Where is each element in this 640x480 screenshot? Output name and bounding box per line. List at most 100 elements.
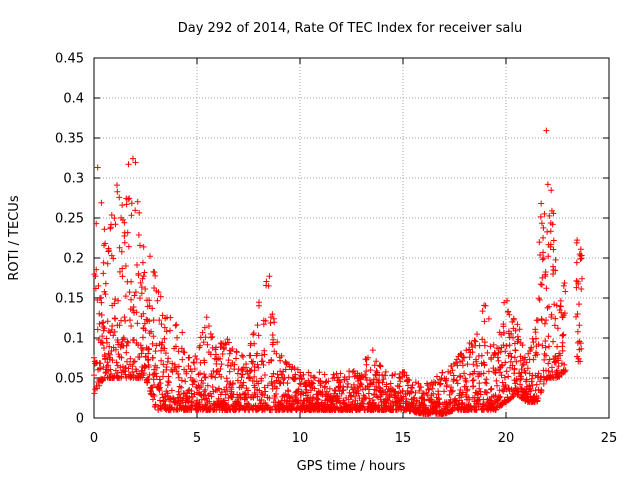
data-point [538, 281, 545, 288]
data-point [122, 293, 129, 300]
data-point [510, 334, 517, 341]
data-point [188, 388, 195, 395]
data-point [176, 383, 183, 390]
data-point [131, 292, 138, 299]
data-point [361, 394, 368, 401]
data-point [512, 347, 519, 354]
data-point [125, 161, 132, 168]
data-point [105, 328, 112, 335]
data-point [541, 320, 548, 327]
data-point [119, 202, 126, 209]
data-point [109, 357, 116, 364]
data-point [466, 396, 473, 403]
data-point [485, 368, 492, 375]
x-tick-label: 20 [498, 431, 515, 446]
data-point [365, 354, 372, 361]
data-point [529, 382, 536, 389]
data-point [98, 339, 105, 346]
data-point [268, 356, 275, 363]
data-point [110, 255, 117, 262]
data-point [106, 343, 113, 350]
data-point [557, 352, 564, 359]
data-point [295, 386, 302, 393]
data-point [446, 391, 453, 398]
data-point [396, 383, 403, 390]
data-point [175, 374, 182, 381]
data-point [114, 188, 121, 195]
data-point [299, 375, 306, 382]
data-point [263, 278, 270, 285]
data-point [157, 293, 164, 300]
data-point [551, 322, 558, 329]
data-point [175, 363, 182, 370]
data-point [94, 164, 101, 171]
data-point [369, 347, 376, 354]
data-point [143, 316, 150, 323]
data-point [560, 282, 567, 289]
data-point [548, 311, 555, 318]
data-point [119, 273, 126, 280]
data-point [251, 367, 258, 374]
data-point [136, 209, 143, 216]
data-point [470, 376, 477, 383]
data-point [552, 256, 559, 263]
data-point [469, 349, 476, 356]
data-point [173, 321, 180, 328]
data-point [218, 361, 225, 368]
data-point [511, 365, 518, 372]
x-tick-label: 0 [90, 431, 98, 446]
data-point [190, 359, 197, 366]
data-point [200, 380, 207, 387]
data-point [574, 310, 581, 317]
data-point [435, 396, 442, 403]
data-point [535, 370, 542, 377]
data-point [131, 358, 138, 365]
data-point [93, 359, 100, 366]
data-point [157, 380, 164, 387]
data-point [537, 213, 544, 220]
data-point [340, 386, 347, 393]
data-point [141, 320, 148, 327]
data-point [127, 355, 134, 362]
data-point [98, 299, 105, 306]
data-point [358, 381, 365, 388]
data-point [276, 380, 283, 387]
data-point [373, 358, 380, 365]
data-point [260, 362, 267, 369]
data-point [217, 365, 224, 372]
data-point [559, 332, 566, 339]
data-point [356, 375, 363, 382]
data-point [284, 380, 291, 387]
data-point [202, 374, 209, 381]
data-point [256, 302, 263, 309]
data-point [247, 368, 254, 375]
data-point [535, 341, 542, 348]
data-point [197, 391, 204, 398]
data-point [109, 322, 116, 329]
data-point [245, 391, 252, 398]
data-point [555, 363, 562, 370]
data-point [454, 380, 461, 387]
data-point [239, 382, 246, 389]
data-point [125, 196, 132, 203]
data-point [269, 311, 276, 318]
data-point [151, 392, 158, 399]
data-point [501, 374, 508, 381]
data-point [415, 380, 422, 387]
data-point [134, 198, 141, 205]
data-point [202, 386, 209, 393]
data-point [307, 372, 314, 379]
data-point [132, 207, 139, 214]
data-point [537, 252, 544, 259]
data-point [541, 351, 548, 358]
data-point [371, 386, 378, 393]
data-point [310, 394, 317, 401]
data-point [291, 365, 298, 372]
data-point [540, 224, 547, 231]
data-point [101, 226, 108, 233]
data-point [225, 401, 232, 408]
data-point [261, 372, 268, 378]
y-tick-label: 0.4 [63, 92, 84, 107]
data-point [444, 404, 451, 411]
data-point [203, 395, 210, 402]
